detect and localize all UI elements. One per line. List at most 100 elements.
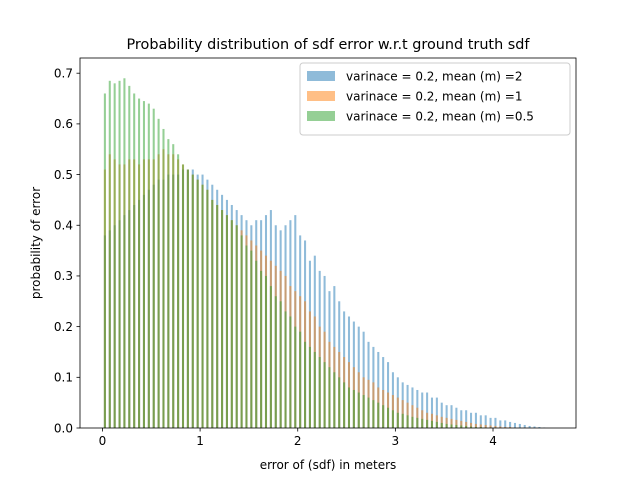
bar bbox=[201, 184, 204, 428]
x-axis-label: error of (sdf) in meters bbox=[260, 458, 397, 472]
bar bbox=[318, 357, 321, 428]
bar bbox=[435, 421, 438, 428]
bar bbox=[347, 387, 351, 428]
bar bbox=[474, 412, 477, 428]
bar bbox=[494, 425, 497, 428]
bar bbox=[460, 425, 463, 428]
bar bbox=[157, 118, 160, 428]
bar bbox=[216, 204, 219, 428]
bar bbox=[523, 424, 526, 428]
bar bbox=[499, 420, 502, 428]
legend-swatch bbox=[307, 111, 335, 121]
bar bbox=[518, 423, 521, 428]
bar bbox=[430, 397, 434, 428]
bar bbox=[372, 400, 375, 428]
bar bbox=[504, 426, 507, 428]
bar bbox=[445, 417, 448, 428]
bar bbox=[489, 425, 492, 428]
bar bbox=[430, 420, 434, 428]
legend-box bbox=[299, 62, 571, 136]
bar bbox=[284, 311, 287, 428]
bar bbox=[274, 296, 277, 428]
bar bbox=[133, 93, 136, 428]
bar bbox=[323, 362, 326, 428]
bar bbox=[479, 426, 482, 428]
bar bbox=[460, 410, 463, 428]
x-tick-label: 1 bbox=[196, 434, 204, 448]
bar bbox=[401, 413, 404, 428]
bar bbox=[118, 80, 121, 428]
y-tick-label: 0.1 bbox=[54, 371, 73, 385]
bar bbox=[333, 372, 336, 428]
bar bbox=[455, 424, 458, 428]
bar bbox=[489, 417, 492, 428]
bar bbox=[147, 103, 150, 429]
bar bbox=[172, 144, 175, 428]
bar bbox=[240, 235, 243, 428]
series-2 bbox=[103, 78, 497, 429]
bar bbox=[435, 415, 438, 428]
bar bbox=[411, 405, 414, 428]
bar bbox=[470, 426, 473, 428]
bar bbox=[382, 405, 385, 428]
bar bbox=[230, 220, 233, 428]
bar bbox=[289, 316, 292, 428]
bar bbox=[528, 425, 531, 428]
bar bbox=[509, 421, 512, 428]
bar bbox=[440, 402, 443, 428]
bar bbox=[484, 415, 487, 428]
bar bbox=[440, 422, 443, 428]
bar bbox=[260, 270, 263, 428]
x-tick-label: 0 bbox=[99, 434, 107, 448]
bar bbox=[138, 98, 141, 429]
bar bbox=[294, 326, 297, 428]
bar bbox=[421, 418, 424, 428]
bar bbox=[504, 420, 507, 428]
bar bbox=[450, 405, 453, 428]
bar bbox=[264, 275, 268, 428]
y-tick-label: 0.0 bbox=[54, 421, 73, 435]
bar bbox=[499, 426, 502, 428]
bar bbox=[142, 101, 145, 428]
bar bbox=[470, 422, 473, 428]
bar bbox=[181, 164, 185, 428]
bar bbox=[299, 331, 302, 428]
bar bbox=[479, 415, 482, 428]
bar bbox=[225, 215, 228, 428]
bar bbox=[411, 416, 414, 428]
bar bbox=[235, 225, 238, 428]
bar bbox=[357, 392, 360, 428]
bar bbox=[460, 420, 463, 428]
legend-swatch bbox=[307, 91, 335, 101]
legend-swatch bbox=[307, 71, 335, 81]
axes: 0 1 2 3 4 0.0 0.1 0.2 0.3 0.4 0.5 0.6 0.7 bbox=[54, 57, 577, 448]
bar bbox=[206, 189, 209, 428]
bar bbox=[450, 424, 453, 428]
y-tick-label: 0.5 bbox=[54, 168, 73, 182]
y-tick-label: 0.3 bbox=[54, 269, 73, 283]
bar bbox=[152, 108, 155, 429]
bar bbox=[416, 417, 419, 428]
y-tick-label: 0.2 bbox=[54, 320, 73, 334]
bar bbox=[455, 407, 458, 428]
bar bbox=[167, 139, 170, 428]
bar bbox=[279, 301, 282, 428]
bar bbox=[435, 397, 438, 428]
bar bbox=[465, 410, 468, 428]
bar bbox=[396, 412, 399, 428]
bar bbox=[221, 210, 224, 428]
bar bbox=[406, 415, 409, 428]
plot-area bbox=[103, 78, 546, 429]
bar bbox=[123, 78, 126, 429]
bar bbox=[113, 83, 116, 428]
bar bbox=[391, 410, 394, 428]
bar bbox=[445, 405, 448, 428]
bar bbox=[440, 416, 443, 428]
bar bbox=[196, 179, 199, 428]
legend: varinace = 0.2, mean (m) =2 varinace = 0.… bbox=[299, 62, 571, 136]
bar bbox=[377, 402, 380, 428]
legend-entry: varinace = 0.2, mean (m) =0.5 bbox=[346, 110, 534, 124]
bar bbox=[308, 346, 311, 428]
x-tick-label: 3 bbox=[392, 434, 400, 448]
